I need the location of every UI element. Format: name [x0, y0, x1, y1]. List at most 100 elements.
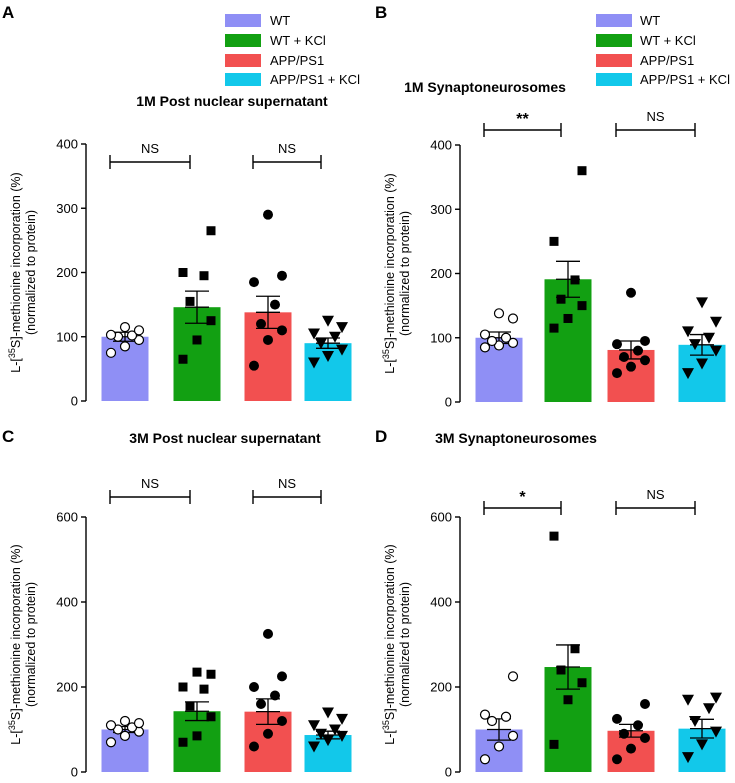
data-point: [263, 334, 273, 345]
data-point: [703, 703, 715, 715]
data-point: [507, 337, 519, 348]
y-axis-label-suffix: S]-methionine incorporation (%): [9, 172, 23, 348]
legend-swatch-app-kcl: [225, 73, 261, 86]
data-point: [119, 715, 131, 727]
data-point: [105, 329, 117, 340]
y-tick-label: 0: [445, 765, 452, 780]
data-point: [549, 323, 559, 333]
data-point: [256, 318, 266, 329]
y-tick-label: 300: [56, 201, 78, 216]
panel-letter-c: C: [2, 427, 14, 446]
data-point: [105, 347, 117, 358]
data-point: [192, 335, 202, 345]
legend-swatch-wt-kcl: [596, 34, 632, 47]
legend-swatch-wt-kcl: [225, 34, 261, 47]
y-tick-label: 0: [445, 395, 452, 410]
y-axis-label-prefix: L-[: [383, 359, 397, 374]
y-axis-label-prefix: L-[: [9, 730, 23, 745]
data-point: [263, 209, 273, 220]
legend-label-app-kcl: APP/PS1 + KCl: [270, 72, 360, 87]
data-point: [696, 739, 708, 751]
data-point: [199, 684, 209, 694]
data-point: [322, 351, 334, 363]
comparison-label: NS: [278, 476, 296, 491]
data-point: [577, 301, 587, 311]
legend-label-wt-kcl: WT + KCl: [270, 33, 326, 48]
data-point: [612, 754, 622, 765]
data-point: [612, 713, 622, 724]
data-point: [577, 678, 587, 688]
y-tick-label: 0: [71, 394, 78, 409]
panel-c-chart: 0 200 400 600 L-[35S]-methionine incorporati…: [7, 476, 352, 780]
comparison-label: NS: [646, 109, 664, 124]
panel-a-title: 1M Post nuclear supernatant: [136, 93, 328, 109]
data-point: [479, 754, 491, 765]
y-axis-label-line2: (normalized to protein): [398, 582, 412, 707]
data-point: [612, 339, 622, 350]
data-point: [249, 277, 259, 288]
data-point: [556, 665, 566, 675]
data-point: [178, 682, 188, 692]
data-point: [507, 671, 519, 682]
legend-swatch-app-kcl: [596, 73, 632, 86]
data-point: [322, 315, 334, 327]
legend-label-app: APP/PS1: [640, 53, 694, 68]
data-point: [710, 726, 722, 738]
y-tick-label: 200: [56, 265, 78, 280]
y-axis-label-line2: (normalized to protein): [24, 582, 38, 707]
y-tick-label: 200: [56, 680, 78, 695]
data-point: [185, 701, 195, 711]
panel-c-title: 3M Post nuclear supernatant: [129, 430, 321, 446]
data-point: [308, 720, 320, 732]
data-point: [626, 743, 636, 754]
data-point: [185, 296, 195, 306]
y-tick-label: 400: [56, 595, 78, 610]
data-point: [570, 275, 580, 285]
data-point: [577, 166, 587, 176]
data-point: [563, 695, 573, 705]
data-point: [192, 731, 202, 741]
comparison-label: *: [519, 489, 526, 506]
y-axis-label-line2: (normalized to protein): [398, 211, 412, 336]
data-point: [507, 313, 519, 324]
y-axis-label-prefix: L-[: [383, 730, 397, 745]
data-point: [479, 342, 491, 353]
panel-d-chart: 0 200 400 600 L-[35S]-methionine incorporati…: [381, 487, 726, 780]
data-point: [640, 699, 650, 709]
legend-label-app: APP/PS1: [270, 53, 324, 68]
legend-swatch-wt: [225, 14, 261, 27]
data-point: [277, 716, 287, 726]
y-tick-label: 400: [56, 137, 78, 152]
data-point: [570, 644, 580, 654]
comparison-label: NS: [141, 141, 159, 156]
data-point: [500, 711, 512, 722]
legend-swatch-wt: [596, 14, 632, 27]
data-point: [263, 728, 273, 739]
data-point: [682, 752, 694, 764]
data-point: [329, 724, 341, 736]
data-point: [270, 690, 280, 701]
y-axis-label-sup: 35: [7, 720, 17, 730]
y-axis-label-suffix: S]-methionine incorporation (%): [383, 173, 397, 349]
panel-d-title: 3M Synaptoneurosomes: [435, 430, 597, 446]
data-point: [277, 270, 287, 281]
data-point: [178, 354, 188, 364]
data-point: [633, 720, 643, 731]
data-point: [336, 344, 348, 356]
data-point: [507, 730, 519, 741]
legend-swatch-app: [225, 54, 261, 67]
panel-b-chart: 0 100 200 300 400 L-[35S]-methionine incorpor…: [381, 109, 726, 410]
data-point: [549, 531, 559, 541]
data-point: [322, 707, 334, 719]
data-point: [249, 360, 259, 371]
data-point: [500, 332, 512, 343]
panel-letter-a: A: [2, 3, 14, 22]
data-point: [682, 368, 694, 380]
data-point: [263, 628, 273, 639]
data-point: [315, 728, 327, 740]
data-point: [119, 341, 131, 352]
y-tick-label: 400: [430, 595, 452, 610]
data-point: [270, 299, 280, 310]
data-point: [549, 739, 559, 749]
